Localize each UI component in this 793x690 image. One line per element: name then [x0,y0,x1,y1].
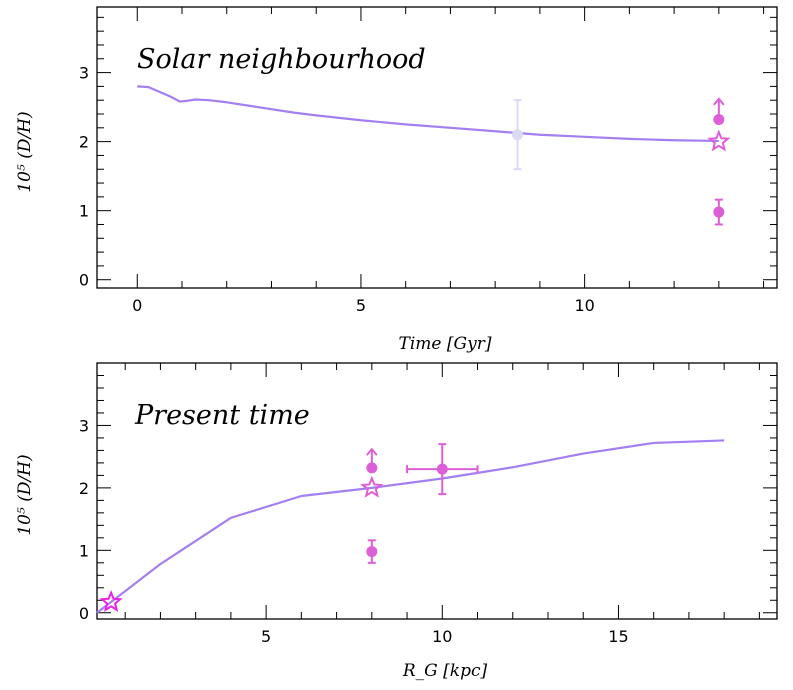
x-tick-label: 5 [356,296,366,315]
observation-star [707,129,731,152]
observation-point [366,462,378,474]
plot-frame [96,362,778,620]
panel-solar-neighbourhood: 0 5 10 0 1 2 3 Time [Gyr] 10⁵ (D/H) Solar neighbo… [15,6,778,354]
observation-point [512,129,524,141]
observation-star [99,589,123,612]
lower-limit-arrow [366,447,378,456]
observation-point [713,114,725,126]
panel-title: Present time [134,400,310,431]
y-axis-label: 10⁵ (D/H) [15,454,35,535]
y-tick-label: 1 [79,541,89,560]
y-tick-label: 0 [79,271,89,290]
y-tick-label: 2 [79,133,89,152]
panel-title: Solar neighbourhood [137,44,426,75]
plot-frame [96,6,778,289]
observation-star [360,475,384,498]
observation-point [713,206,725,218]
x-tick-label: 0 [132,296,142,315]
observation-point [366,546,378,558]
observation-point [436,463,448,475]
y-tick-label: 3 [79,64,89,83]
x-tick-label: 10 [574,296,594,315]
model-line [96,439,725,614]
x-tick-label: 10 [432,627,452,646]
y-axis-label: 10⁵ (D/H) [15,111,35,192]
y-tick-label: 2 [79,479,89,498]
y-tick-label: 3 [79,416,89,435]
x-tick-label: 15 [608,627,628,646]
model-line [137,85,719,143]
x-axis-label: Time [Gyr] [399,334,492,354]
lower-limit-arrow [713,97,725,106]
panel-present-time: 5 10 15 0 1 2 3 R_G [kpc] 10⁵ (D/H) Present time [15,362,778,681]
x-axis-label: R_G [kpc] [402,661,488,681]
y-tick-label: 0 [79,604,89,623]
x-tick-label: 5 [261,627,271,646]
y-tick-label: 1 [79,202,89,221]
